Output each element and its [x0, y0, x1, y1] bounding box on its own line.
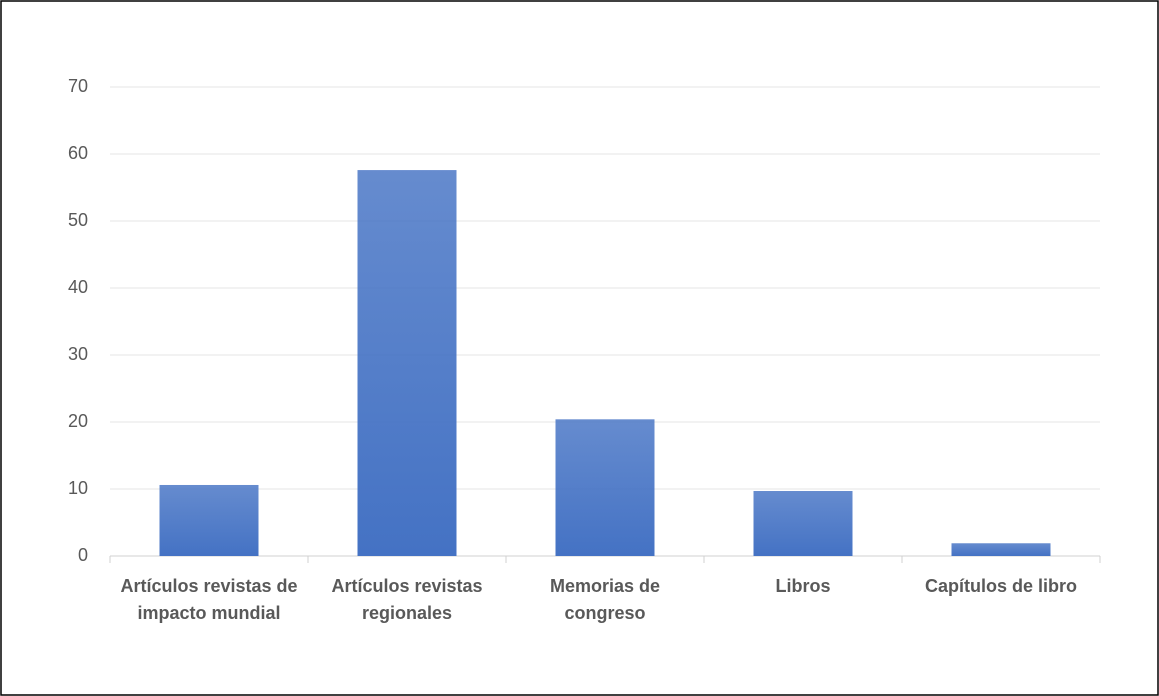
y-tick-label: 70: [68, 76, 88, 96]
y-tick-label: 50: [68, 210, 88, 230]
x-tick-label: Libros: [775, 576, 831, 596]
bar: [951, 543, 1051, 556]
y-tick-label: 30: [68, 344, 88, 364]
x-tick-label: Artículos revistas de impacto mundial: [120, 576, 298, 623]
x-tick-label: Memorias de congreso: [549, 576, 661, 623]
y-tick-label: 0: [78, 545, 88, 565]
y-tick-label: 10: [68, 478, 88, 498]
x-tick-label: Artículos revistas regionales: [331, 576, 483, 623]
bar: [357, 170, 457, 556]
bar: [555, 419, 655, 556]
y-tick-label: 60: [68, 143, 88, 163]
y-tick-label: 20: [68, 411, 88, 431]
bar: [159, 484, 259, 556]
x-tick-label: Capítulos de libro: [924, 576, 1077, 596]
bar: [753, 491, 853, 556]
y-tick-label: 40: [68, 277, 88, 297]
